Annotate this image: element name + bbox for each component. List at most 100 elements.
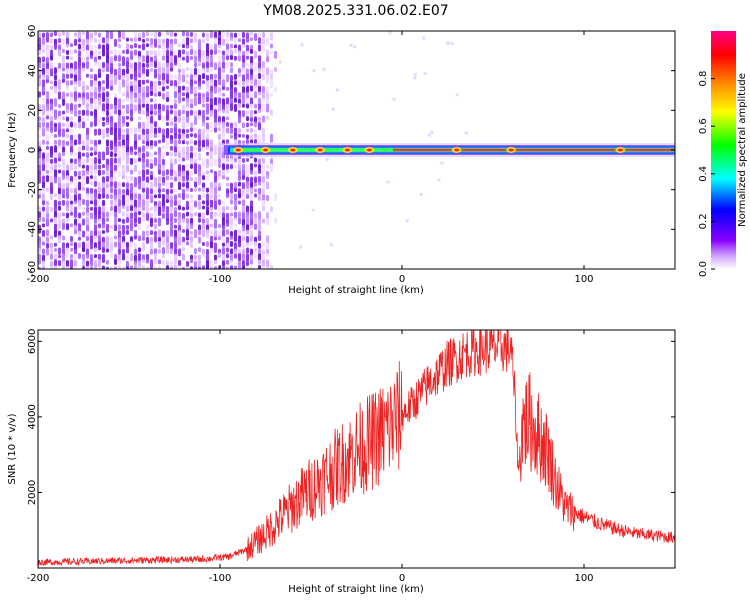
spectrogram-noise-cell	[62, 188, 65, 196]
spectrogram-noise-cell	[202, 200, 205, 205]
spectrogram-noise-cell	[118, 38, 121, 43]
spectrogram-noise-cell	[214, 97, 217, 107]
spectrogram-noise-cell	[66, 116, 69, 122]
spectrogram-noise-cell	[210, 151, 213, 161]
spectrogram-noise-cell	[94, 199, 97, 207]
spectrogram-noise-cell	[238, 158, 241, 167]
spectrogram-noise-cell	[82, 121, 85, 129]
spectrogram-noise-cell	[150, 188, 153, 195]
spectrogram-noise-cell	[90, 212, 93, 220]
spectrogram-noise-cell	[299, 245, 303, 249]
spectrogram-noise-cell	[90, 121, 93, 128]
spectrogram-noise-cell	[170, 229, 173, 237]
spectrogram-noise-cell	[182, 74, 185, 83]
spectrogram-noise-cell	[162, 236, 165, 246]
spectrogram-noise-cell	[190, 194, 193, 199]
spectrogram-noise-cell	[122, 194, 125, 203]
spectrogram-noise-cell	[74, 61, 77, 71]
spectrogram-noise-cell	[186, 229, 189, 238]
spectrogram-noise-cell	[226, 253, 229, 259]
spectrogram-noise-cell	[266, 37, 269, 47]
spectrogram-noise-cell	[186, 116, 189, 123]
spectrogram-noise-cell	[134, 265, 137, 269]
spectrogram-noise-cell	[190, 122, 193, 128]
spectrogram-noise-cell	[74, 242, 77, 251]
spectrogram-noise-cell	[242, 224, 245, 232]
spectrogram-noise-cell	[90, 110, 93, 116]
spectrogram-noise-cell	[50, 80, 53, 85]
spectrogram-noise-cell	[182, 92, 185, 97]
spectrogram-noise-cell	[62, 176, 65, 181]
spectrogram-noise-cell	[82, 206, 85, 211]
spectrogram-noise-cell	[234, 193, 237, 201]
spectrogram-noise-cell	[82, 152, 85, 157]
spectrogram-noise-cell	[246, 37, 249, 43]
spectrogram-noise-cell	[70, 151, 73, 156]
spectrogram-noise-cell	[238, 92, 241, 99]
spectrogram-noise-cell	[74, 212, 77, 219]
spectrogram-noise-cell	[146, 121, 149, 131]
spectrogram-noise-cell	[42, 229, 45, 237]
spectrogram-noise-cell	[254, 241, 257, 249]
spectrogram-noise-cell	[170, 109, 173, 115]
spectrogram-noise-cell	[254, 157, 257, 163]
spectrogram-noise-cell	[158, 115, 161, 121]
spectrogram-noise-cell	[178, 236, 181, 246]
spectrogram-noise-cell	[234, 248, 237, 256]
spectrogram-noise-cell	[54, 133, 57, 138]
spectrogram-noise-cell	[66, 92, 69, 97]
spectrogram-noise-cell	[182, 49, 185, 55]
spectrogram-noise-cell	[110, 224, 113, 229]
spectrogram-noise-cell	[126, 37, 129, 42]
spectrogram-noise-cell	[254, 217, 257, 225]
spectrogram-noise-cell	[66, 109, 69, 114]
spectrogram-noise-cell	[230, 92, 233, 100]
spectrogram-noise-cell	[206, 211, 209, 216]
spectrogram-noise-cell	[70, 194, 73, 203]
spectrogram-noise-cell	[214, 218, 217, 227]
spectrogram-noise-cell	[42, 139, 45, 145]
spectrogram-noise-cell	[122, 56, 125, 65]
spectrogram-noise-cell	[42, 49, 45, 54]
spectrogram-noise-cell	[110, 115, 113, 123]
spectrogram-noise-cell	[138, 128, 141, 133]
spectrogram-noise-cell	[74, 139, 77, 146]
spectrogram-noise-cell	[66, 50, 69, 56]
spectrogram-noise-cell	[54, 230, 57, 238]
spectrogram-noise-cell	[122, 248, 125, 254]
spectrogram-noise-cell	[130, 175, 133, 182]
spectrogram-noise-cell	[78, 133, 81, 141]
spectrogram-noise-cell	[214, 242, 217, 250]
spectrogram-noise-cell	[258, 109, 261, 114]
spectrogram-noise-cell	[166, 31, 169, 36]
spectrogram-noise-cell	[158, 163, 161, 172]
spectrogram-noise-cell	[206, 164, 209, 169]
spectrogram-noise-cell	[102, 199, 105, 206]
spectrogram-noise-cell	[114, 49, 117, 57]
spectrogram-noise-cell	[134, 223, 137, 228]
spectrogram-noise-cell	[78, 67, 81, 75]
spectrogram-noise-cell	[222, 104, 225, 112]
spectrogram-noise-cell	[90, 181, 93, 186]
spectrogram-noise-cell	[146, 62, 149, 68]
spectrogram-noise-cell	[182, 121, 185, 130]
spectrogram-noise-cell	[50, 55, 53, 61]
spectrogram-noise-cell	[198, 259, 201, 269]
snr-xtick-label: -200	[27, 573, 50, 584]
spectrogram-noise-cell	[126, 157, 129, 165]
spectrogram-noise-cell	[110, 211, 113, 217]
spectrogram-noise-cell	[166, 73, 169, 82]
spectrogram-noise-cell	[250, 31, 253, 36]
spectrogram-noise-cell	[90, 164, 93, 171]
spectrogram-noise-cell	[258, 55, 261, 63]
spectrogram-noise-cell	[114, 230, 117, 236]
spectrogram-noise-cell	[146, 68, 149, 77]
snr-ytick-label: 2000	[27, 480, 38, 505]
spectrogram-noise-cell	[98, 73, 101, 79]
spectrogram-noise-cell	[82, 31, 85, 36]
spectrogram-noise-cell	[146, 103, 149, 113]
spectrogram-noise-cell	[210, 67, 213, 72]
spectrogram-noise-cell	[114, 79, 117, 86]
spectrogram-noise-cell	[42, 236, 45, 243]
